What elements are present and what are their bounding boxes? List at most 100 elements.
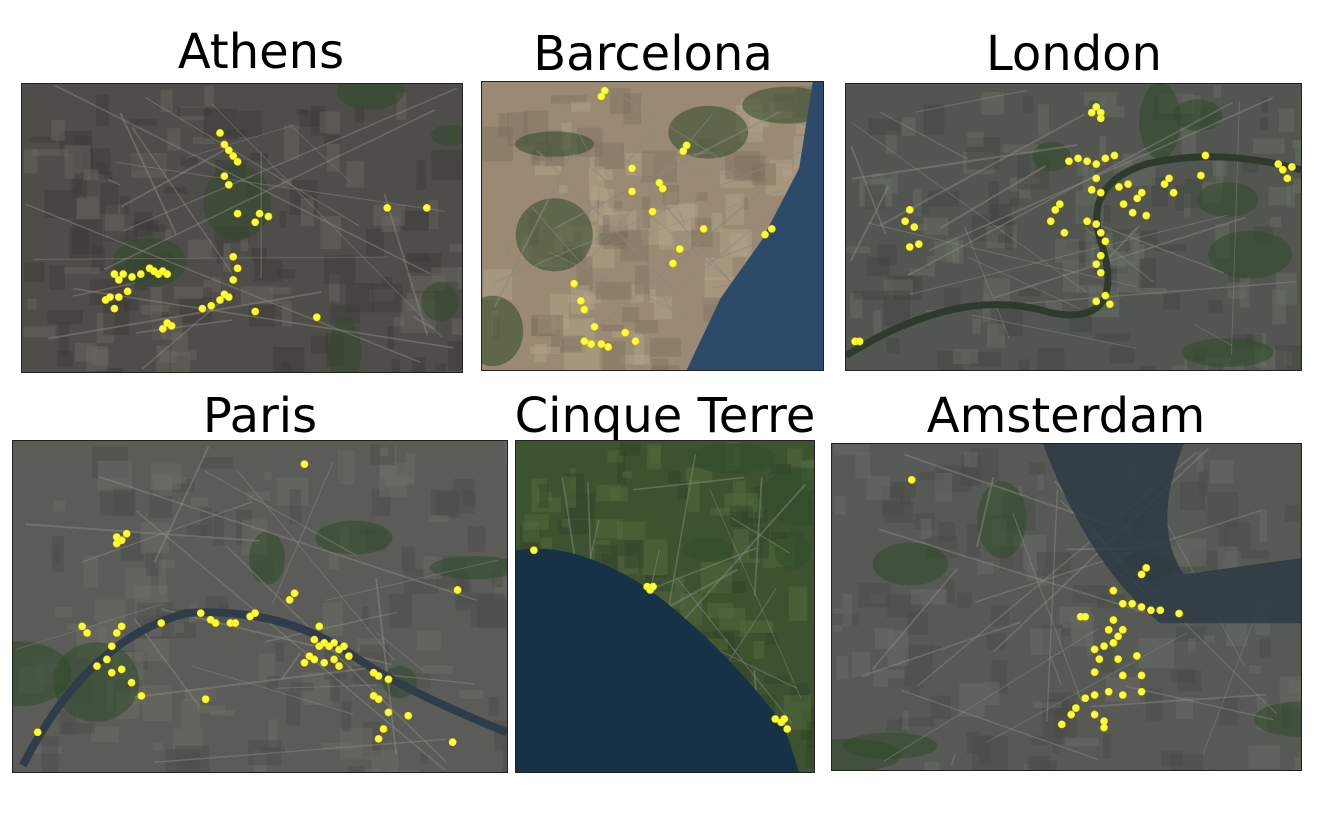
amsterdam-map-panel — [831, 443, 1302, 771]
location-marker — [119, 270, 128, 278]
location-marker — [157, 619, 166, 627]
cinque-terre-map-panel — [515, 440, 815, 773]
location-marker — [1142, 563, 1151, 572]
location-marker — [1100, 723, 1108, 732]
location-marker — [1096, 251, 1105, 260]
location-marker — [1092, 297, 1101, 306]
location-marker — [229, 152, 238, 160]
location-marker — [590, 322, 599, 331]
location-marker — [1101, 154, 1110, 163]
location-marker — [251, 307, 260, 316]
location-marker — [110, 304, 119, 313]
location-marker — [631, 337, 640, 346]
location-marker — [114, 293, 123, 302]
location-marker — [1160, 180, 1169, 188]
location-marker — [580, 305, 589, 314]
location-marker — [315, 622, 324, 631]
location-marker — [1083, 217, 1092, 226]
location-marker — [224, 146, 233, 155]
map-texture — [23, 84, 462, 372]
location-marker — [422, 203, 431, 212]
location-marker — [1196, 171, 1205, 180]
location-marker — [264, 212, 273, 221]
location-marker — [1114, 655, 1122, 664]
location-marker — [211, 619, 220, 627]
location-marker — [1201, 151, 1210, 160]
location-marker — [1096, 114, 1105, 123]
location-marker — [1118, 671, 1127, 680]
location-marker — [93, 662, 101, 670]
location-marker — [1109, 586, 1118, 595]
location-marker — [1104, 625, 1113, 634]
location-marker — [1124, 180, 1132, 188]
location-marker — [136, 270, 145, 278]
location-marker — [1156, 606, 1165, 615]
location-marker — [1278, 165, 1287, 174]
location-marker — [1137, 603, 1146, 611]
location-marker — [604, 343, 613, 351]
location-marker — [1092, 260, 1101, 269]
location-marker — [1071, 704, 1080, 712]
location-marker — [1092, 174, 1101, 183]
location-marker — [699, 224, 708, 233]
location-marker — [128, 273, 136, 281]
location-marker — [383, 203, 392, 212]
location-marker — [1090, 645, 1099, 654]
paris-map-panel — [12, 440, 508, 773]
location-marker — [123, 287, 132, 296]
location-markers — [33, 460, 462, 747]
location-marker — [220, 140, 229, 149]
location-marker — [914, 240, 923, 249]
location-marker — [374, 672, 383, 680]
location-marker — [655, 178, 664, 187]
location-markers — [851, 102, 1296, 346]
location-marker — [1147, 606, 1155, 615]
location-marker — [1096, 268, 1105, 277]
location-marker — [1092, 102, 1101, 111]
location-marker — [621, 328, 630, 337]
location-marker — [1137, 570, 1146, 579]
location-marker — [771, 715, 780, 723]
location-marker — [780, 715, 789, 723]
map-canvas — [482, 82, 823, 370]
title-amsterdam: Amsterdam — [926, 388, 1206, 444]
location-marker — [1055, 200, 1064, 209]
location-marker — [1065, 157, 1073, 166]
location-marker — [448, 738, 457, 747]
location-marker — [112, 539, 121, 548]
location-marker — [905, 243, 914, 251]
location-marker — [1105, 300, 1114, 309]
location-marker — [1274, 160, 1283, 168]
barcelona-map-panel — [481, 81, 824, 371]
river — [846, 153, 1301, 359]
harbor — [1043, 444, 1301, 624]
location-marker — [597, 340, 606, 348]
location-marker — [1137, 671, 1146, 680]
location-marker — [224, 293, 233, 302]
location-marker — [905, 205, 914, 214]
location-marker — [1100, 717, 1108, 725]
location-marker — [1119, 200, 1128, 209]
location-marker — [330, 655, 338, 664]
location-marker — [529, 546, 538, 555]
location-marker — [229, 252, 238, 261]
location-marker — [1115, 183, 1123, 191]
location-marker — [330, 639, 338, 647]
location-markers — [907, 475, 1183, 732]
map-canvas — [846, 84, 1301, 370]
location-marker — [628, 164, 636, 173]
location-marker — [910, 223, 919, 231]
location-marker — [117, 665, 126, 674]
location-marker — [374, 734, 383, 743]
title-athens: Athens — [177, 24, 345, 80]
location-marker — [570, 279, 578, 288]
location-marker — [1132, 651, 1141, 660]
location-marker — [163, 270, 172, 278]
location-marker — [107, 668, 116, 677]
london-map-panel — [845, 83, 1302, 371]
location-marker — [1090, 710, 1099, 719]
location-marker — [1067, 710, 1076, 719]
location-marker — [597, 92, 606, 101]
map-texture — [846, 84, 1301, 370]
location-marker — [310, 635, 319, 644]
